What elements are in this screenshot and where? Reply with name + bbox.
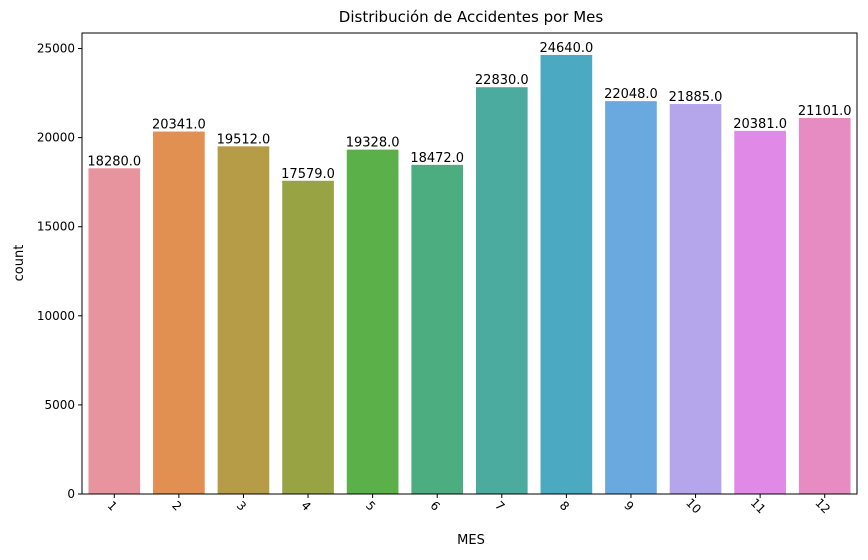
x-axis-label: MES xyxy=(457,533,485,548)
y-tick-label: 10000 xyxy=(37,309,75,323)
y-tick-label: 0 xyxy=(67,487,75,501)
x-tick-label: 10 xyxy=(683,496,704,517)
bar-month-5 xyxy=(346,149,399,495)
bar-month-6 xyxy=(411,164,464,495)
bar-month-11 xyxy=(734,130,786,494)
y-tick-label: 15000 xyxy=(37,220,75,234)
x-tick-label: 5 xyxy=(363,498,378,513)
x-tick-label: 4 xyxy=(298,498,313,513)
bar-value-label: 19328.0 xyxy=(346,136,400,151)
y-tick-label: 20000 xyxy=(37,131,75,145)
bar-value-label: 21885.0 xyxy=(669,90,723,105)
x-tick-label: 11 xyxy=(748,496,769,517)
x-tick-label: 2 xyxy=(169,498,184,513)
x-tick-label: 7 xyxy=(492,498,507,513)
bar-value-label: 24640.0 xyxy=(539,41,593,56)
bar-value-label: 22048.0 xyxy=(604,87,658,102)
x-tick-label: 12 xyxy=(812,496,833,517)
bar-value-label: 20381.0 xyxy=(733,117,787,132)
bar-value-label: 21101.0 xyxy=(798,104,852,119)
bar-month-3 xyxy=(217,146,270,494)
bar-month-8 xyxy=(540,54,593,494)
y-tick-label: 25000 xyxy=(37,42,75,56)
bar-month-10 xyxy=(669,104,722,494)
y-axis-label: count xyxy=(12,245,27,282)
y-tick-label: 5000 xyxy=(44,398,75,412)
bar-value-label: 22830.0 xyxy=(475,73,529,88)
bar-value-label: 18472.0 xyxy=(410,151,464,166)
bar-month-12 xyxy=(798,118,851,494)
bar-month-1 xyxy=(88,168,141,494)
bar-labels-group: 18280.0 20341.0 19512.0 17579.0 19328.0 18472… xyxy=(87,41,851,182)
x-tick-label: 1 xyxy=(105,498,120,513)
bar-month-7 xyxy=(475,87,528,494)
x-axis: 1 2 3 4 5 6 7 8 9 10 11 12 xyxy=(105,494,833,516)
bar-value-label: 18280.0 xyxy=(87,154,141,169)
bars-group xyxy=(88,54,851,495)
bar-value-label: 20341.0 xyxy=(152,118,206,133)
x-tick-label: 3 xyxy=(234,498,249,513)
bar-month-9 xyxy=(605,101,657,494)
bar-value-label: 17579.0 xyxy=(281,167,335,182)
bar-month-2 xyxy=(153,131,205,494)
x-tick-label: 6 xyxy=(428,498,443,513)
plot-frame xyxy=(81,32,858,495)
chart-title: Distribución de Accidentes por Mes xyxy=(339,8,604,26)
x-tick-label: 9 xyxy=(621,498,636,513)
y-axis: 0 5000 10000 15000 20000 25000 xyxy=(37,42,82,501)
bar-value-label: 19512.0 xyxy=(217,132,271,147)
x-tick-label: 8 xyxy=(557,498,572,513)
bar-month-4 xyxy=(282,180,334,495)
